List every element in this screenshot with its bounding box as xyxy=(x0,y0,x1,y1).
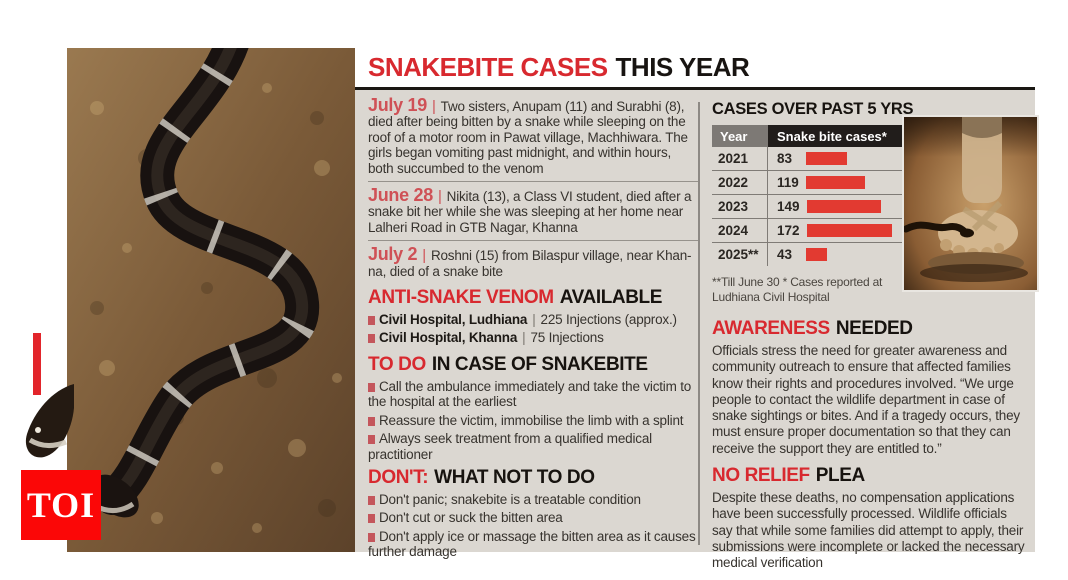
bullet-square-icon xyxy=(368,495,375,505)
table-footnote: **Till June 30 * Cases reported at Ludhi… xyxy=(712,275,883,304)
right-column: CASES OVER PAST 5 YRS Year Snake bite ca… xyxy=(712,100,1025,579)
table-header: Year Snake bite cases* xyxy=(712,125,902,147)
awareness-heading: AWARENESS NEEDED xyxy=(712,318,913,339)
value-pipe: | xyxy=(532,312,536,328)
incident-text: Roshni (15) from Bilaspur village, near … xyxy=(368,248,692,279)
incident-entry: June 28 | Nikita (13), a Class VI student,… xyxy=(368,185,700,235)
bullet-square-icon xyxy=(368,382,375,392)
todo-item: Always seek treatment from a qualified m… xyxy=(368,431,652,462)
page-title: SNAKEBITE CASES THIS YEAR xyxy=(368,52,750,83)
table-row: 2025** 43 xyxy=(712,243,902,266)
incident-date: June 28 xyxy=(368,185,433,206)
left-column: July 19 | Two sisters, Anupam (11) and Sur… xyxy=(368,95,700,563)
foot-snake-photo xyxy=(902,115,1039,292)
value-pipe: | xyxy=(522,330,526,346)
date-pipe: | xyxy=(431,98,436,115)
snake-photo-art xyxy=(67,11,355,552)
todo-heading: TO DO IN CASE OF SNAKEBITE xyxy=(368,353,648,375)
divider-line xyxy=(368,181,700,183)
chart-title: CASES OVER PAST 5 YRS xyxy=(712,100,914,118)
snake-photo xyxy=(67,11,355,552)
toi-logo: TOI xyxy=(21,470,101,540)
table-row: 2022 119 xyxy=(712,171,902,195)
bullet-square-icon xyxy=(368,435,375,445)
bullet-square-icon xyxy=(368,532,375,542)
dont-item: Don't panic; snakebite is a treatable co… xyxy=(368,492,700,507)
infographic-panel: SNAKEBITE CASES THIS YEAR July 19 | Two sis… xyxy=(355,48,1039,570)
bar xyxy=(806,176,865,189)
table-row: 2021 83 xyxy=(712,147,902,171)
relief-text: Despite these deaths, no compensation ap… xyxy=(712,490,1025,571)
bullet-square-icon xyxy=(368,334,375,344)
todo-item: Call the ambulance immediately and take … xyxy=(368,378,692,410)
divider-line xyxy=(368,240,700,242)
venom-item: Civil Hospital, Ludhiana | 225 Injections … xyxy=(368,312,700,327)
dont-item: Don't apply ice or massage the bitten ar… xyxy=(368,528,696,560)
bar xyxy=(806,152,847,165)
awareness-text: Officials stress the need for greater aw… xyxy=(712,343,1020,456)
cases-column-header: Snake bite cases* xyxy=(768,125,902,147)
venom-heading: ANTI-SNAKE VENOM AVAILABLE xyxy=(368,287,663,309)
incident-date: July 19 xyxy=(368,95,427,115)
bullet-square-icon xyxy=(368,514,375,524)
incident-text: Nikita (13), a Class VI student, died af… xyxy=(368,189,692,235)
cases-table: Year Snake bite cases* 2021 83 2022 119 … xyxy=(712,125,902,266)
red-edge-mark xyxy=(33,333,41,395)
incident-entry: July 2 | Roshni (15) from Bilaspur village… xyxy=(368,244,700,279)
bullet-square-icon xyxy=(368,316,375,326)
dont-item: Don't cut or suck the bitten area xyxy=(368,510,700,525)
dont-heading: DON'T: WHAT NOT TO DO xyxy=(368,466,595,488)
column-divider xyxy=(698,102,700,545)
bar xyxy=(806,200,881,213)
todo-item: Reassure the victim, immobilise the limb… xyxy=(368,413,700,428)
date-pipe: | xyxy=(422,247,426,265)
venom-item: Civil Hospital, Khanna | 75 Injections xyxy=(368,330,700,345)
snake-head-cutout xyxy=(25,384,74,458)
toi-logo-text: TOI xyxy=(26,485,96,525)
table-row: 2024 172 xyxy=(712,219,902,243)
incident-text: Two sisters, Anupam (11) and Surabhi (8)… xyxy=(368,99,688,176)
relief-heading: NO RELIEF PLEA xyxy=(712,465,865,487)
title-band: SNAKEBITE CASES THIS YEAR xyxy=(355,48,1035,90)
year-column-header: Year xyxy=(712,125,768,147)
bullet-square-icon xyxy=(368,416,375,426)
date-pipe: | xyxy=(437,188,442,206)
bar xyxy=(806,224,892,237)
title-black: THIS YEAR xyxy=(615,52,750,82)
incident-date: July 2 xyxy=(368,244,418,265)
title-red: SNAKEBITE CASES xyxy=(368,52,608,82)
incident-entry: July 19 | Two sisters, Anupam (11) and Sur… xyxy=(368,95,700,176)
table-row: 2023 149 xyxy=(712,195,902,219)
bar xyxy=(806,248,827,261)
foot-snake-photo-art xyxy=(902,117,1037,290)
